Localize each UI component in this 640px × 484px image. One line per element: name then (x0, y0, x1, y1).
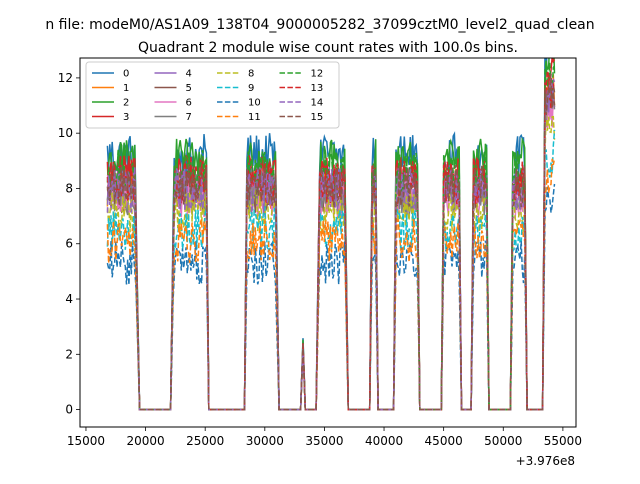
series-line-11 (106, 158, 556, 411)
legend-label: 5 (186, 83, 192, 94)
y-tick-label: 12 (58, 71, 73, 85)
legend-label: 1 (123, 83, 129, 94)
y-tick-label: 6 (65, 237, 73, 251)
legend-label: 4 (186, 69, 192, 80)
x-tick-label: 25000 (186, 434, 224, 448)
y-tick-label: 10 (58, 126, 73, 140)
x-tick-label: 50000 (484, 434, 522, 448)
x-tick-label: 55000 (544, 434, 582, 448)
x-tick-label: 45000 (425, 434, 463, 448)
legend-label: 3 (123, 112, 129, 123)
x-tick-label: 15000 (67, 434, 105, 448)
series-line-15 (106, 73, 556, 411)
x-tick-label: 40000 (365, 434, 403, 448)
series-line-10 (106, 183, 556, 411)
series-layer (106, 58, 556, 411)
legend-label: 13 (311, 83, 324, 94)
x-tick-label: 35000 (305, 434, 343, 448)
legend-label: 2 (123, 98, 129, 109)
y-tick-label: 8 (65, 181, 73, 195)
legend-label: 14 (311, 98, 324, 109)
figure-suptitle: n file: modeM0/AS1A09_138T04_9000005282_… (45, 17, 594, 33)
y-axis: 0 2 4 6 8 10 12 (58, 71, 80, 417)
x-tick-label: 30000 (246, 434, 284, 448)
x-axis-offset-label: +3.976e8 (516, 454, 575, 468)
x-tick-label: 20000 (126, 434, 164, 448)
series-line-2 (106, 58, 556, 411)
y-tick-label: 4 (65, 292, 73, 306)
chart-title: Quadrant 2 module wise count rates with … (138, 40, 518, 56)
x-axis: 15000 20000 25000 30000 35000 40000 45000 50000… (67, 427, 582, 448)
plot-frame (79, 57, 577, 428)
legend-label: 6 (186, 98, 192, 109)
legend-label: 0 (123, 69, 129, 80)
legend-label: 12 (311, 69, 324, 80)
legend-label: 7 (186, 112, 192, 123)
y-tick-label: 2 (65, 347, 73, 361)
legend-label: 15 (311, 112, 324, 123)
legend-label: 11 (248, 112, 261, 123)
legend-box (85, 61, 340, 129)
legend-label: 9 (248, 83, 254, 94)
legend-label: 8 (248, 69, 254, 80)
series-line-12 (106, 60, 556, 411)
legend-label: 10 (248, 98, 261, 109)
y-tick-label: 0 (65, 403, 73, 417)
